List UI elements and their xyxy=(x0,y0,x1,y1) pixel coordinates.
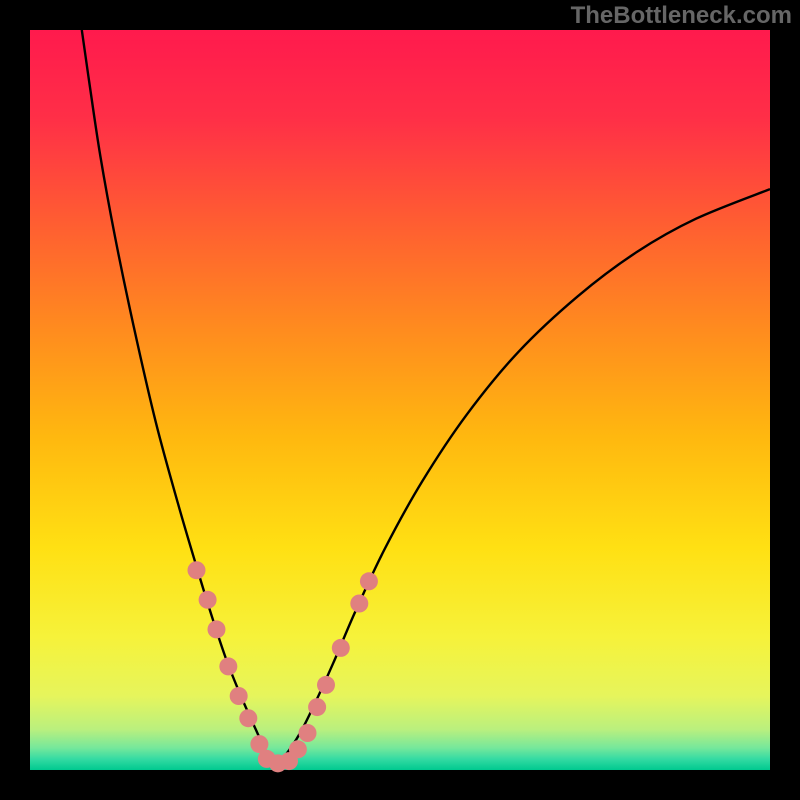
scatter-point xyxy=(299,724,317,742)
scatter-point xyxy=(360,572,378,590)
scatter-point xyxy=(219,657,237,675)
plot-background xyxy=(30,30,770,770)
scatter-point xyxy=(308,698,326,716)
scatter-point xyxy=(350,595,368,613)
bottleneck-chart xyxy=(0,0,800,800)
scatter-point xyxy=(207,620,225,638)
watermark-text: TheBottleneck.com xyxy=(571,2,792,30)
scatter-point xyxy=(332,639,350,657)
figure-root: TheBottleneck.com xyxy=(0,0,800,800)
scatter-point xyxy=(230,687,248,705)
scatter-point xyxy=(317,676,335,694)
scatter-point xyxy=(239,709,257,727)
scatter-point xyxy=(199,591,217,609)
scatter-point xyxy=(188,561,206,579)
scatter-point xyxy=(289,740,307,758)
